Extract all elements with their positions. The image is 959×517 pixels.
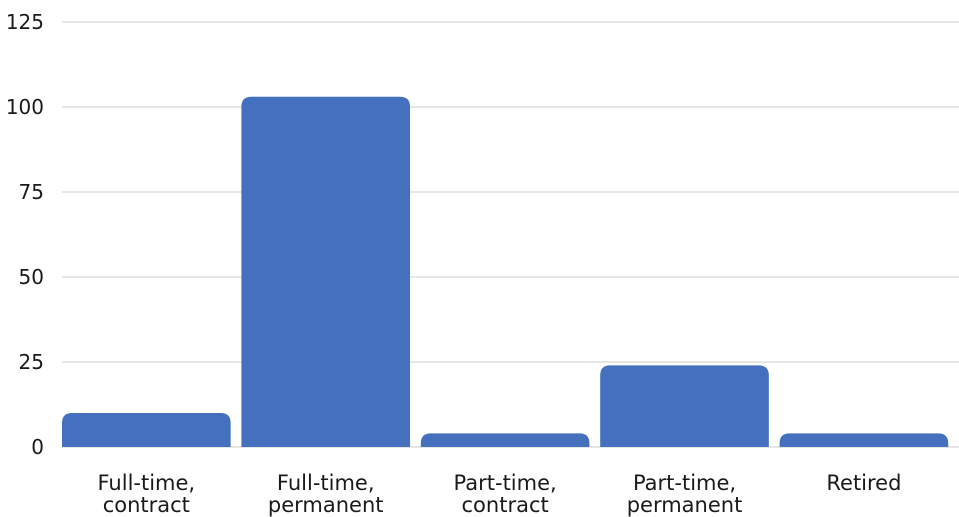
bar xyxy=(62,413,231,447)
y-axis-tick-labels: 0 25 50 75 100 125 xyxy=(6,10,44,459)
x-category-label: Retired xyxy=(826,471,901,495)
x-category-label-line: Full-time, xyxy=(98,471,196,495)
x-category-label-line: contract xyxy=(462,493,549,517)
bar xyxy=(420,433,590,447)
x-category-label-line: contract xyxy=(103,493,190,517)
y-tick-label: 0 xyxy=(31,435,44,459)
bar xyxy=(600,365,769,447)
x-category-label: Full-time, contract xyxy=(98,471,196,517)
gridlines xyxy=(62,21,959,448)
x-category-label-line: permanent xyxy=(268,493,384,517)
x-category-label-line: Retired xyxy=(826,471,901,495)
x-category-label: Part-time, permanent xyxy=(627,471,743,517)
y-tick-label: 25 xyxy=(19,350,44,374)
bars xyxy=(62,96,949,448)
x-category-label: Part-time, contract xyxy=(454,471,557,517)
x-category-label-line: Part-time, xyxy=(633,471,736,495)
x-category-label-line: Part-time, xyxy=(454,471,557,495)
bar xyxy=(779,433,949,447)
y-tick-label: 100 xyxy=(6,95,44,119)
x-category-label-line: permanent xyxy=(627,493,743,517)
x-category-label: Full-time, permanent xyxy=(268,471,384,517)
y-tick-label: 75 xyxy=(19,180,44,204)
x-category-label-line: Full-time, xyxy=(277,471,375,495)
y-tick-label: 125 xyxy=(6,10,44,34)
bar xyxy=(241,96,411,448)
y-tick-label: 50 xyxy=(19,265,44,289)
